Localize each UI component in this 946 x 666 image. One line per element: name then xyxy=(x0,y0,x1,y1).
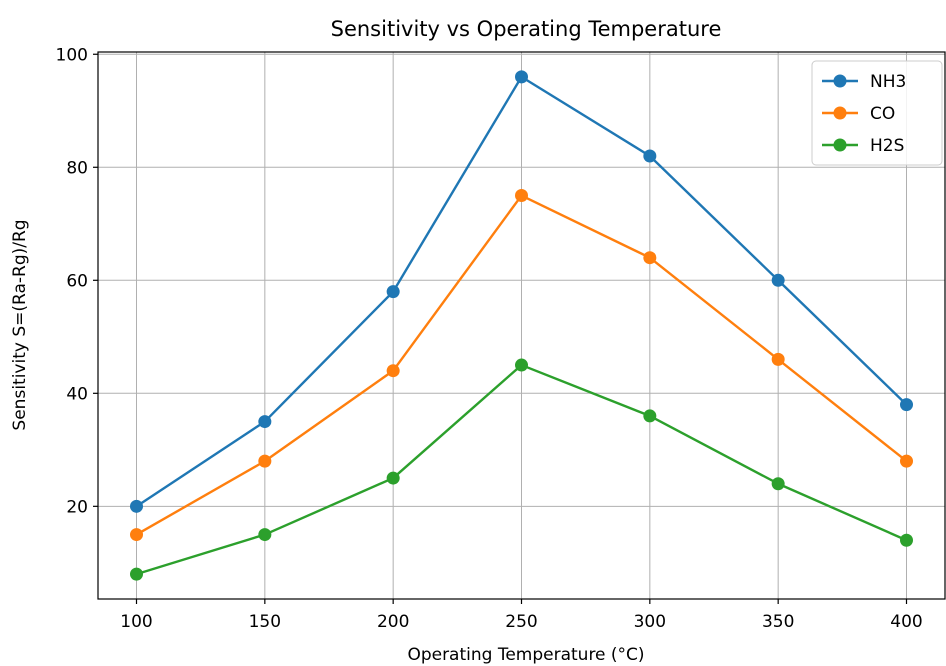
x-tick-label: 250 xyxy=(505,612,537,632)
axes xyxy=(93,51,946,604)
legend-label-co: CO xyxy=(870,104,895,124)
legend-label-h2s: H2S xyxy=(870,136,904,156)
data-point-h2s xyxy=(771,477,785,491)
x-tick-label: 400 xyxy=(890,612,922,632)
data-point-nh3 xyxy=(515,70,528,84)
data-point-h2s xyxy=(258,528,272,542)
data-point-co xyxy=(386,364,400,378)
chart-title: Sensitivity vs Operating Temperature xyxy=(331,17,722,41)
x-tick-label: 300 xyxy=(634,612,666,632)
grid-lines xyxy=(98,52,945,599)
y-tick-label: 100 xyxy=(56,45,88,65)
data-point-h2s xyxy=(130,567,143,581)
x-tick-label: 100 xyxy=(120,612,152,632)
data-point-h2s xyxy=(900,533,913,547)
legend-marker-h2s xyxy=(833,138,847,152)
data-point-h2s xyxy=(643,409,657,423)
data-point-nh3 xyxy=(258,415,272,429)
data-point-nh3 xyxy=(130,499,143,513)
data-point-h2s xyxy=(386,471,400,485)
legend-label-nh3: NH3 xyxy=(870,72,906,92)
series-co xyxy=(130,189,913,542)
y-tick-label: 20 xyxy=(66,497,88,517)
y-tick-label: 80 xyxy=(66,158,88,178)
y-tick-label: 40 xyxy=(66,384,88,404)
data-point-co xyxy=(515,189,528,203)
data-point-nh3 xyxy=(900,398,913,412)
data-point-nh3 xyxy=(771,273,785,287)
x-axis-label: Operating Temperature (°C) xyxy=(407,645,644,665)
series-layer xyxy=(130,70,913,581)
legend-item-h2s: H2S xyxy=(822,136,904,156)
data-point-co xyxy=(771,352,785,366)
tick-labels: 100 150 200 250 300 350 400 20 40 60 80 100 xyxy=(56,45,923,632)
data-point-co xyxy=(900,454,913,468)
legend-marker-co xyxy=(833,106,847,120)
data-point-co xyxy=(130,528,143,542)
x-tick-label: 150 xyxy=(249,612,281,632)
y-axis-label: Sensitivity S=(Ra-Rg)/Rg xyxy=(10,219,30,430)
data-point-h2s xyxy=(515,358,528,372)
data-point-co xyxy=(643,251,657,265)
data-point-nh3 xyxy=(386,285,400,299)
series-h2s xyxy=(130,358,913,581)
data-point-co xyxy=(258,454,272,468)
series-nh3 xyxy=(130,70,913,513)
legend-box xyxy=(811,60,943,166)
data-point-nh3 xyxy=(643,149,657,163)
x-tick-label: 200 xyxy=(377,612,409,632)
legend-marker-nh3 xyxy=(833,74,847,88)
legend: NH3 CO H2S xyxy=(811,60,943,166)
legend-item-co: CO xyxy=(822,104,895,124)
x-tick-label: 350 xyxy=(762,612,794,632)
legend-item-nh3: NH3 xyxy=(822,72,906,92)
y-tick-label: 60 xyxy=(66,271,88,291)
